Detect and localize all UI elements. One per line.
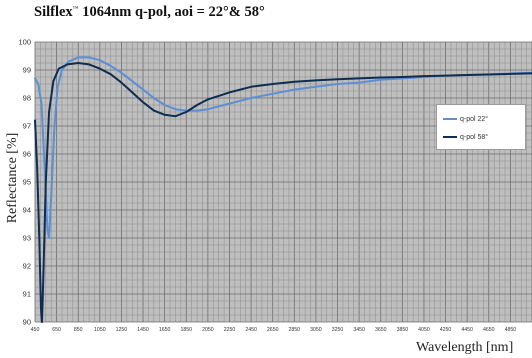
x-tick-label: 2050 (202, 327, 214, 333)
x-tick-label: 4050 (418, 327, 430, 333)
x-tick-label: 4450 (461, 327, 473, 333)
chart-title-trademark: ™ (72, 6, 79, 12)
x-tick-label: 2250 (224, 327, 236, 333)
x-tick-label: 1850 (180, 327, 192, 333)
chart-title-main: Silflex (34, 4, 73, 20)
y-tick-label: 94 (23, 206, 31, 215)
y-tick-label: 93 (23, 234, 31, 243)
y-tick-label: 92 (23, 262, 31, 271)
x-tick-label: 4850 (505, 327, 517, 333)
y-tick-label: 91 (23, 290, 31, 299)
x-tick-label: 3650 (375, 327, 387, 333)
x-axis-label: Wavelength [nm] (416, 340, 514, 355)
legend-swatch-q-pol-22 (443, 118, 457, 120)
y-tick-label: 97 (23, 122, 31, 131)
y-tick-label: 95 (23, 178, 31, 187)
x-tick-label: 2450 (245, 327, 257, 333)
series-line-q-pol-58 (34, 62, 532, 323)
x-tick-label: 3850 (397, 327, 409, 333)
x-tick-label: 1650 (159, 327, 171, 333)
y-tick-label: 98 (23, 94, 31, 103)
y-tick-label: 99 (23, 66, 31, 75)
x-tick-label: 2650 (267, 327, 279, 333)
grid-lines (34, 41, 532, 323)
legend-swatch-q-pol-58 (443, 136, 457, 138)
x-tick-label: 3050 (310, 327, 322, 333)
x-tick-label: 2850 (289, 327, 301, 333)
x-tick-label: 4650 (483, 327, 495, 333)
chart-title-rest: 1064nm q-pol, aoi = 22°& 58° (78, 4, 265, 20)
y-tick-labels: 90 91 92 93 94 95 96 97 98 99 100 (18, 38, 31, 327)
legend-item-q-pol-22: q-pol 22° (443, 114, 488, 124)
y-tick-label: 90 (23, 318, 31, 327)
chart-title: Silflex™ 1064nm q-pol, aoi = 22°& 58° (34, 4, 265, 21)
x-tick-label: 650 (52, 327, 61, 333)
x-tick-label: 3450 (353, 327, 365, 333)
x-tick-label: 1050 (94, 327, 106, 333)
y-tick-label: 96 (23, 150, 31, 159)
legend-label-q-pol-22: q-pol 22° (460, 115, 489, 123)
x-tick-label: 4250 (440, 327, 452, 333)
legend-item-q-pol-58: q-pol 58° (443, 132, 488, 142)
series-line-q-pol-22 (34, 56, 532, 239)
x-tick-label: 850 (74, 327, 83, 333)
legend-label-q-pol-58: q-pol 58° (460, 133, 489, 141)
series-lines (34, 56, 532, 323)
x-tick-label: 3250 (332, 327, 344, 333)
legend: q-pol 22° q-pol 58° (436, 104, 526, 150)
x-tick-label: 1250 (116, 327, 128, 333)
x-tick-labels: 450 650 850 1050 1250 1450 1650 1850 2050 2250 245… (31, 327, 517, 333)
x-tick-label: 450 (31, 327, 40, 333)
y-tick-label: 100 (18, 38, 31, 47)
x-tick-label: 1450 (137, 327, 149, 333)
